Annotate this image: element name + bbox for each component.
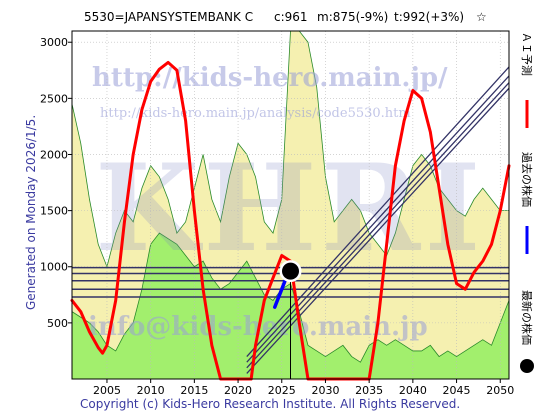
x-tick-label: 2010 <box>137 384 165 397</box>
x-tick-label: 2045 <box>443 384 471 397</box>
y-tick-label: 2000 <box>40 148 68 161</box>
x-tick-label: 2020 <box>224 384 252 397</box>
latest-price-dot <box>282 262 299 280</box>
legend-latest-label: 最新の株価 <box>520 290 534 345</box>
favorite-star-icon[interactable]: ☆ <box>476 10 487 24</box>
y-tick-label: 1000 <box>40 261 68 274</box>
copyright-footer: Copyright (c) Kids-Hero Research Institu… <box>80 397 460 411</box>
generated-date-label: Generated on Monday 2026/1/5. <box>24 115 38 310</box>
legend-ai-label: ＡＩ予測 <box>520 32 534 76</box>
x-tick-label: 2035 <box>355 384 383 397</box>
plot-area: KHRI http://kids-hero.main.jp/ http://ki… <box>70 30 511 381</box>
legend-latest-dot <box>520 359 534 373</box>
y-tick-label: 500 <box>47 317 68 330</box>
y-tick-label: 3000 <box>40 36 68 49</box>
x-tick-label: 2030 <box>311 384 339 397</box>
model-price-label: m:875(-9%) <box>317 10 388 24</box>
x-tick-label: 2015 <box>180 384 208 397</box>
y-tick-label: 1500 <box>40 205 68 218</box>
x-tick-label: 2050 <box>486 384 514 397</box>
ai-prediction-line <box>70 60 511 381</box>
target-price-label: t:992(+3%) <box>394 10 464 24</box>
x-tick-label: 2040 <box>399 384 427 397</box>
chart-title: 5530=JAPANSYSTEMBANK C <box>84 10 253 24</box>
watermark-url-small: http://kids-hero.main.jp/analysis/code55… <box>100 106 411 121</box>
x-tick-label: 2005 <box>93 384 121 397</box>
watermark-url-big: http://kids-hero.main.jp/ <box>92 63 448 93</box>
y-tick-label: 2500 <box>40 92 68 105</box>
x-tick-label: 2025 <box>268 384 296 397</box>
watermark-logo: KHRI <box>95 138 485 279</box>
current-price-label: c:961 <box>274 10 308 24</box>
legend: ＡＩ予測 過去の株価 最新の株価 <box>520 32 534 373</box>
legend-past-label: 過去の株価 <box>520 152 534 207</box>
